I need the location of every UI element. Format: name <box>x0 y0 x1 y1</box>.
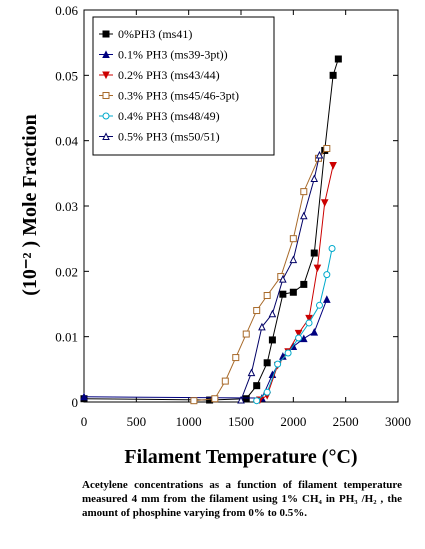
x-tick-label: 0 <box>81 414 88 429</box>
legend-marker <box>102 71 110 80</box>
legend-label: 0%PH3 (ms41) <box>118 27 192 41</box>
data-point <box>242 395 250 403</box>
y-tick-label: 0.05 <box>55 68 78 83</box>
legend: 0%PH3 (ms41) 0.1% PH3 (ms39-3pt)) 0.2% PH3… <box>92 16 275 156</box>
data-point <box>334 55 342 63</box>
data-point <box>300 188 308 196</box>
y-tick-label: 0.02 <box>55 264 78 279</box>
y-tick-label: 0.01 <box>55 330 78 345</box>
data-point <box>320 199 329 207</box>
legend-box <box>92 16 275 156</box>
data-point <box>211 395 219 403</box>
series-layer <box>80 55 342 405</box>
data-point <box>323 295 331 303</box>
data-point <box>253 307 261 315</box>
x-tick-label: 1000 <box>176 414 202 429</box>
series-3 <box>256 161 337 405</box>
data-point <box>315 150 324 159</box>
data-point <box>221 377 229 385</box>
data-point <box>289 288 297 296</box>
legend-label: 0.1% PH3 (ms39-3pt)) <box>118 48 228 62</box>
data-point <box>237 395 245 404</box>
legend-label: 0.4% PH3 (ms48/49) <box>118 109 220 123</box>
data-point <box>258 322 266 331</box>
data-point <box>316 301 323 309</box>
series-6 <box>237 150 324 404</box>
legend-label: 0.2% PH3 (ms43/44) <box>118 68 220 82</box>
legend-marker <box>102 30 110 38</box>
data-point <box>295 334 303 342</box>
legend-entry: 0%PH3 (ms41) <box>99 27 192 41</box>
series-line <box>256 248 333 402</box>
data-point <box>305 319 313 327</box>
y-tick-label: 0.04 <box>55 134 78 149</box>
x-tick-label: 500 <box>127 414 147 429</box>
data-point <box>310 174 319 183</box>
data-point <box>263 359 271 367</box>
legend-label: 0.5% PH3 (ms50/51) <box>118 130 220 144</box>
legend-marker <box>102 112 110 120</box>
data-point <box>300 280 308 288</box>
legend-entry: 0.2% PH3 (ms43/44) <box>99 68 220 82</box>
legend-entry: 0.4% PH3 (ms48/49) <box>99 109 220 123</box>
data-point <box>294 329 303 338</box>
y-tick-label: 0.03 <box>55 199 78 214</box>
data-point <box>263 292 271 300</box>
series-5 <box>253 244 336 405</box>
data-point <box>328 244 336 252</box>
data-point <box>299 334 308 343</box>
data-point <box>232 354 240 362</box>
data-point <box>313 264 322 273</box>
data-point <box>299 211 308 220</box>
data-point <box>284 349 292 357</box>
legend-marker <box>102 92 110 99</box>
data-point <box>279 290 287 298</box>
data-point <box>305 314 313 323</box>
x-tick-label: 3000 <box>385 414 411 429</box>
series-2 <box>80 295 331 402</box>
data-point <box>253 382 261 390</box>
data-point <box>310 249 318 257</box>
legend-marker <box>102 50 110 58</box>
x-tick-label: 2000 <box>280 414 306 429</box>
legend-entry: 0.1% PH3 (ms39-3pt)) <box>99 48 228 62</box>
data-point <box>274 360 282 368</box>
legend-entry: 0.3% PH3 (ms45/46-3pt) <box>99 89 239 103</box>
legend-entry: 0.5% PH3 (ms50/51) <box>99 130 220 144</box>
x-axis-title: Filament Temperature (°C) <box>124 446 357 468</box>
y-tick-label: 0 <box>72 395 79 410</box>
x-tick-label: 1500 <box>228 414 254 429</box>
data-point <box>329 161 337 170</box>
data-point <box>289 235 297 243</box>
data-point <box>253 397 261 405</box>
y-axis: 0 0.01 0.02 0.03 0.04 0.05 0.06 <box>55 3 398 410</box>
data-point <box>329 71 337 79</box>
x-axis: 0 500 1000 1500 2000 2500 3000 <box>81 10 411 429</box>
data-point <box>289 255 298 264</box>
legend-label: 0.3% PH3 (ms45/46-3pt) <box>118 89 239 103</box>
data-point <box>190 397 198 405</box>
data-point <box>323 271 331 279</box>
figure-caption: Acetylene concentrations as a function o… <box>82 479 402 519</box>
data-point <box>247 368 256 377</box>
data-point <box>80 392 88 401</box>
data-point <box>323 145 331 153</box>
data-point <box>263 388 271 396</box>
series-4 <box>190 145 331 405</box>
data-point <box>268 309 277 318</box>
data-point <box>310 327 319 336</box>
data-point <box>242 330 250 338</box>
data-point <box>268 336 276 344</box>
x-tick-label: 2500 <box>333 414 359 429</box>
y-tick-label: 0.06 <box>55 3 78 18</box>
data-point <box>279 275 287 283</box>
legend-marker <box>102 132 110 140</box>
chart: 0 0.01 0.02 0.03 0.04 0.05 0.06 0 500 1000 1500 20… <box>19 3 411 468</box>
y-axis-title: (10⁻² ) Mole Fraction <box>19 114 41 296</box>
